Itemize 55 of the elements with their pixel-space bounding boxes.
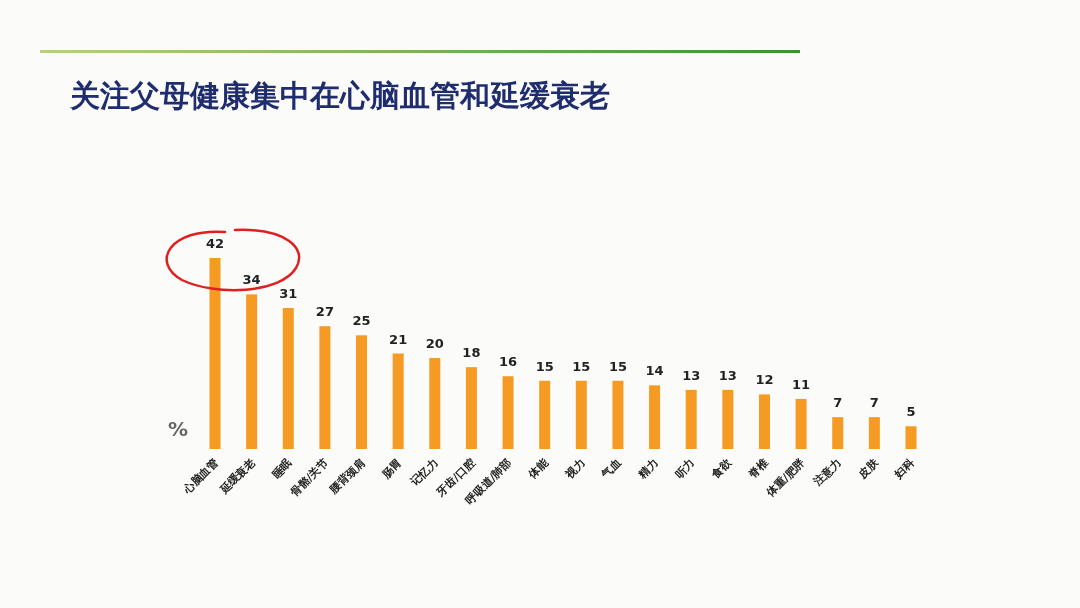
bar (758, 394, 770, 449)
x-tick-label: 肠胃 (378, 455, 405, 482)
data-label: 21 (389, 331, 408, 347)
x-tick-label: 食欲 (708, 455, 735, 482)
data-label: 16 (499, 354, 518, 370)
bar (282, 308, 294, 449)
data-label: 11 (792, 376, 811, 392)
bar (575, 380, 587, 449)
x-tick-label: 妇科 (891, 455, 918, 482)
bar (356, 335, 368, 449)
x-tick-label: 睡眠 (269, 455, 295, 481)
data-label: 27 (315, 304, 334, 320)
x-tick-label: 视力 (561, 455, 588, 482)
data-label: 14 (645, 363, 664, 379)
bar (832, 417, 844, 449)
data-label: 13 (682, 367, 701, 383)
bar (685, 389, 697, 449)
data-label: 15 (572, 358, 591, 374)
data-label: 15 (608, 358, 627, 374)
data-label: 42 (205, 236, 225, 251)
x-tick-label: 体能 (525, 455, 552, 482)
bar (319, 326, 331, 449)
bar (539, 380, 551, 449)
bar (502, 376, 514, 449)
data-label: 15 (535, 358, 554, 374)
bar (649, 385, 661, 449)
x-tick-label: 听力 (672, 455, 698, 481)
bar (392, 353, 404, 449)
chart-title: 关注父母健康集中在心脑血管和延缓衰老 (69, 78, 610, 113)
bar (905, 426, 917, 449)
bar (868, 417, 880, 449)
data-label: 20 (425, 336, 444, 352)
data-label: 7 (869, 395, 879, 411)
bar (612, 380, 624, 449)
data-label: 25 (352, 313, 371, 329)
data-label: 12 (755, 372, 774, 388)
x-tick-label: 注意力 (810, 455, 844, 490)
data-label: 34 (242, 272, 261, 288)
x-tick-label: 气血 (598, 455, 625, 482)
data-label: 13 (718, 367, 737, 383)
x-tick-label: 脊椎 (745, 455, 771, 481)
data-label: 7 (833, 395, 843, 411)
x-tick-label: 精力 (635, 455, 661, 482)
bar (465, 367, 477, 449)
bar (246, 294, 258, 449)
data-label: 31 (279, 286, 298, 302)
bar (209, 258, 221, 449)
y-axis-title: % (167, 417, 189, 441)
bar (429, 358, 441, 449)
bar (795, 398, 807, 449)
x-tick-label: 皮肤 (855, 455, 882, 482)
x-tick-label: 腰背颈肩 (326, 455, 368, 497)
bar (722, 389, 734, 449)
data-label: 18 (462, 345, 481, 361)
data-label: 5 (906, 404, 916, 420)
